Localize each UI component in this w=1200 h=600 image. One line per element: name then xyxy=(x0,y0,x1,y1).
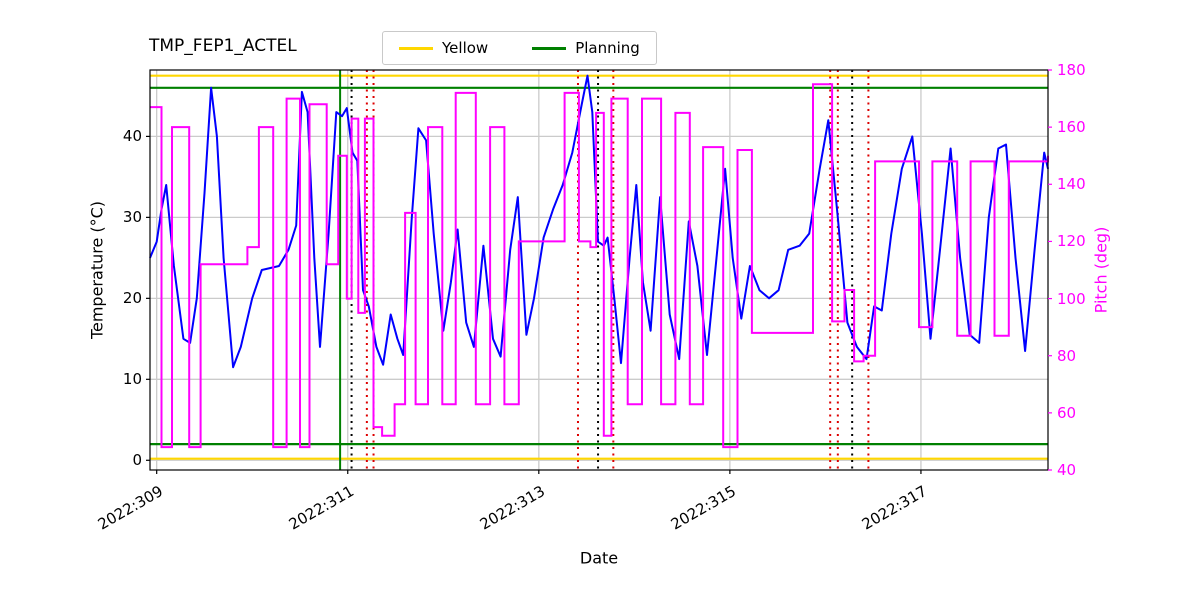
legend-label-planning: Planning xyxy=(575,39,640,57)
pitch-line xyxy=(150,83,1049,449)
y-right-tick-label: 160 xyxy=(1057,118,1086,137)
y-right-axis-label: Pitch (deg) xyxy=(1091,226,1111,314)
chart-title: TMP_FEP1_ACTEL xyxy=(149,36,297,56)
y-left-tick-label: 10 xyxy=(122,370,142,389)
y-left-tick-label: 30 xyxy=(122,208,142,227)
y-left-tick-label: 20 xyxy=(122,289,142,308)
legend: Yellow Planning xyxy=(382,31,657,65)
legend-item-yellow: Yellow xyxy=(399,39,488,57)
y-right-tick-label: 140 xyxy=(1057,175,1086,194)
y-right-tick-label: 60 xyxy=(1057,403,1077,422)
temperature-line xyxy=(149,74,1049,369)
y-right-tick-label: 180 xyxy=(1057,61,1086,79)
x-axis-label: Date xyxy=(579,548,619,568)
yellow-line-swatch xyxy=(399,46,433,50)
y-right-tick-label: 100 xyxy=(1057,289,1086,308)
y-left-tick-label: 0 xyxy=(132,451,142,470)
y-right-tick-label: 40 xyxy=(1057,461,1077,479)
plot-spines xyxy=(149,69,1049,471)
y-right-tick-label: 80 xyxy=(1057,346,1077,365)
y-right-tick-label: 120 xyxy=(1057,232,1086,251)
y-left-tick-label: 40 xyxy=(122,127,142,146)
planning-line-swatch xyxy=(532,46,567,50)
legend-label-yellow: Yellow xyxy=(442,39,489,57)
legend-item-planning: Planning xyxy=(532,39,640,57)
